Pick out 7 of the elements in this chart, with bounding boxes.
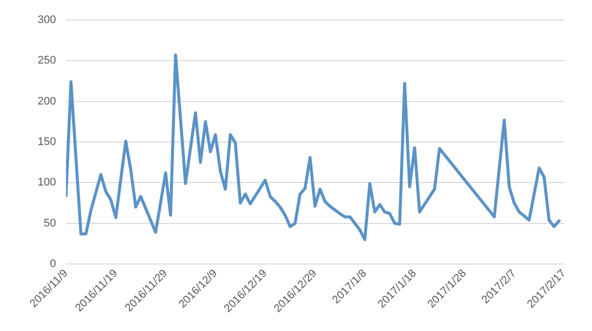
y-tick-label: 300 [38, 14, 56, 26]
y-tick-label: 250 [38, 54, 56, 67]
y-tick-label: 0 [50, 258, 56, 270]
y-tick-label: 150 [38, 136, 56, 148]
y-tick-label: 100 [38, 176, 56, 189]
y-tick-label: 200 [38, 95, 56, 108]
y-tick-label: 50 [44, 217, 56, 230]
